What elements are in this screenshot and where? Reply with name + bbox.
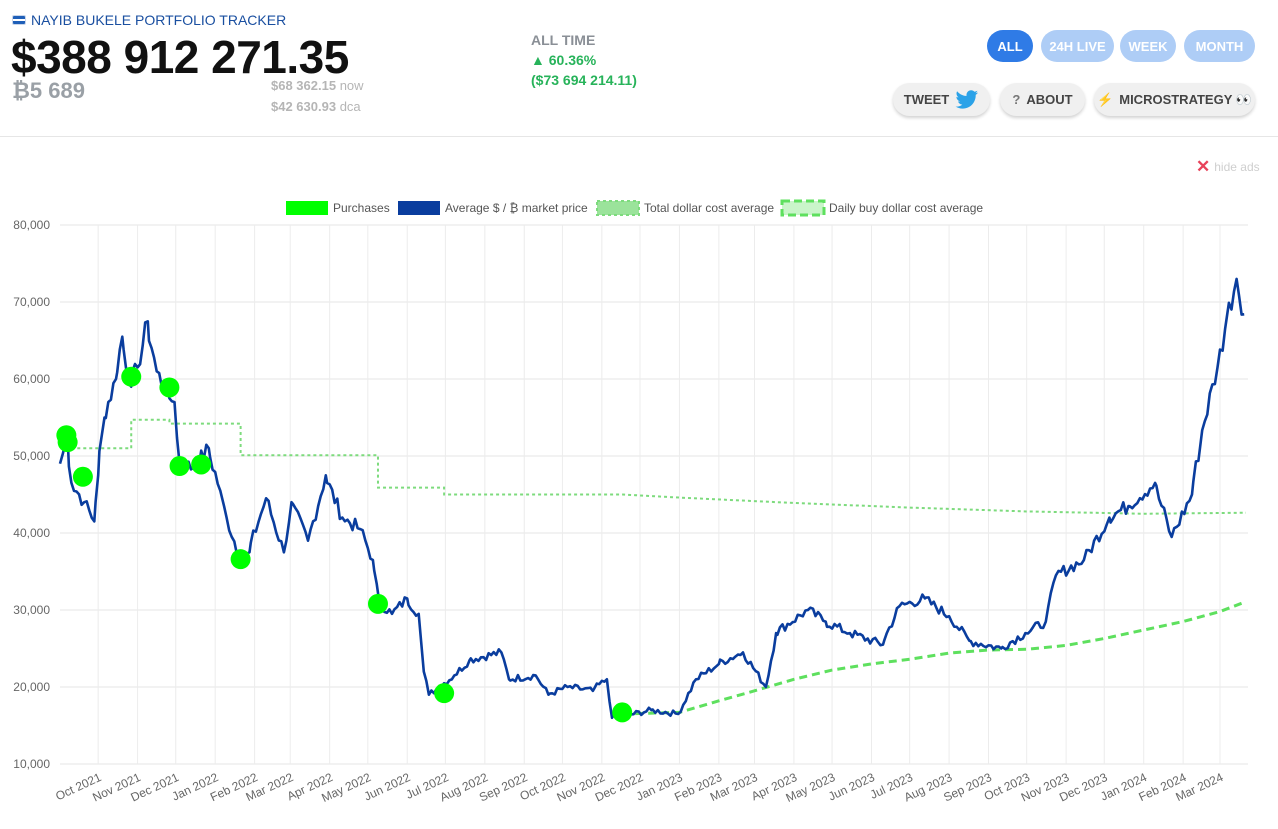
y-tick-label: 70,000 [13,295,50,309]
y-tick-label: 60,000 [13,372,50,386]
y-tick-label: 40,000 [13,526,50,540]
about-button[interactable]: ? ABOUT [1000,83,1085,116]
tweet-button[interactable]: TWEET [893,83,990,116]
brand: NAYIB BUKELE PORTFOLIO TRACKER [12,12,286,28]
purchase-point [191,454,212,475]
dca-price-unit: dca [339,99,361,114]
y-tick-label: 10,000 [13,757,50,771]
chart-legend: Purchases Average $ / ₿ market price Total… [286,199,983,217]
legend-swatch-purchases [286,201,328,215]
x-tick-label: Jun 2023 [826,770,877,804]
purchase-point [434,683,455,704]
purchase-point [57,432,78,453]
alltime-amount: ($73 694 214.11) [531,72,637,88]
twitter-bird-icon [955,89,979,109]
series-daily-dca-line [622,600,1245,716]
hide-ads-link[interactable]: ✕ hide ads [1196,157,1260,177]
series-total-dca-line [66,418,1246,515]
price-chart: Purchases Average $ / ₿ market price Total… [13,199,1248,805]
legend-label: Purchases [333,201,390,215]
microstrategy-label: MICROSTRATEGY 👀 [1119,91,1252,107]
alltime-label: ALL TIME [531,32,596,48]
lightning-icon: ⚡ [1097,91,1114,107]
series-price-line [58,277,1245,720]
chart-grid [60,224,1248,765]
close-icon: ✕ [1196,157,1211,176]
y-tick-label: 50,000 [13,449,50,463]
header: NAYIB BUKELE PORTFOLIO TRACKER $388 912 … [0,0,1278,137]
about-label: ABOUT [1026,92,1073,107]
y-tick-label: 20,000 [13,680,50,694]
current-price-value: $68 362.15 [271,78,337,93]
x-tick-label: Jun 2022 [362,770,413,804]
range-week-button[interactable]: WEEK [1120,30,1176,62]
purchase-point [72,466,93,487]
purchase-point [612,702,633,723]
legend-label: Total dollar cost average [644,201,774,215]
current-price: $68 362.15 now [271,78,364,93]
legend-swatch-price [398,201,440,215]
legend-label: Daily buy dollar cost average [829,201,983,215]
purchase-point [121,366,142,387]
dca-price-value: $42 630.93 [271,99,337,114]
legend-label: Average $ / ₿ market price [445,201,588,215]
brand-title: NAYIB BUKELE PORTFOLIO TRACKER [31,12,287,28]
tweet-label: TWEET [903,92,950,107]
microstrategy-button[interactable]: ⚡ MICROSTRATEGY 👀 [1094,83,1255,116]
hide-ads-label: hide ads [1214,160,1260,174]
el-salvador-flag-icon [12,15,26,25]
purchase-point [159,377,180,398]
question-icon: ? [1012,92,1021,107]
legend-swatch-total-dca [596,200,640,216]
btc-holdings: ₿5 689 [12,78,85,103]
range-all-button[interactable]: ALL [987,30,1033,62]
current-price-unit: now [339,78,364,93]
portfolio-total-value: $388 912 271.35 [11,31,349,83]
range-month-button[interactable]: MONTH [1184,30,1255,62]
chart-series [56,277,1246,723]
purchase-point [169,456,190,477]
alltime-pct: ▲ 60.36% [531,52,597,68]
purchase-point [230,549,251,570]
y-tick-label: 80,000 [13,218,50,232]
range-24h-button[interactable]: 24H LIVE [1041,30,1114,62]
purchase-point [367,593,388,614]
y-axis: 10,000 20,000 30,000 40,000 50,000 60,000 70,0… [13,218,50,771]
dca-price: $42 630.93 dca [271,99,361,114]
legend-swatch-daily-dca [780,199,826,217]
y-tick-label: 30,000 [13,603,50,617]
